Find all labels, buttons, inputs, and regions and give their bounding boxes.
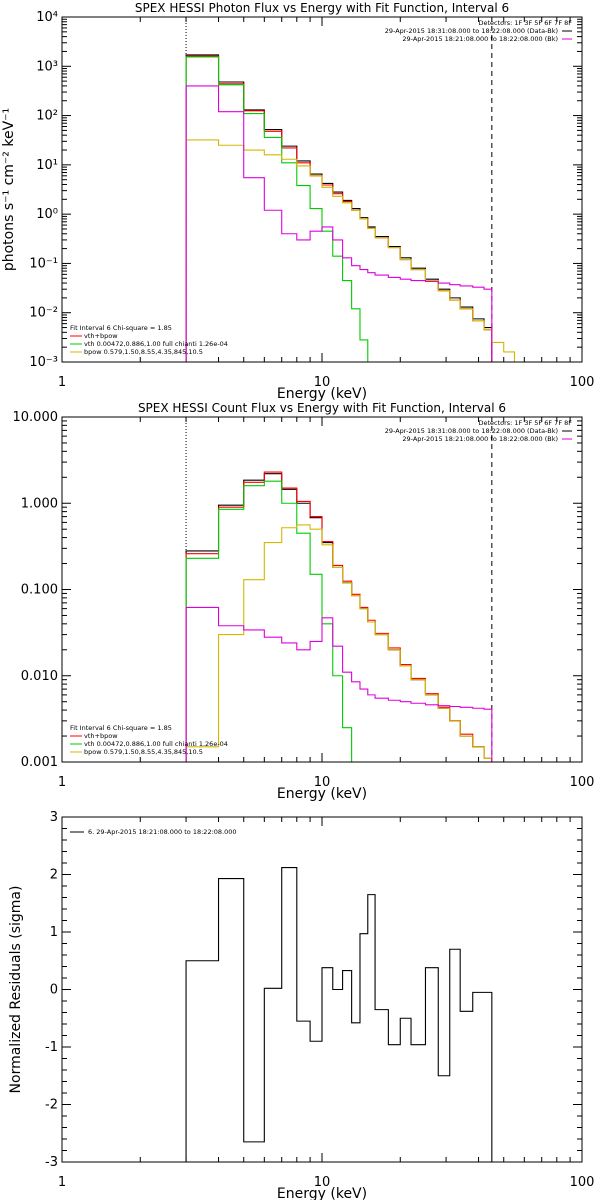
fit-legend-label: vth 0.00472,0.886,1.00 full chianti 1.26… bbox=[84, 740, 228, 748]
x-tick-label: 1 bbox=[58, 1175, 66, 1190]
axis-ticks bbox=[61, 816, 582, 1163]
series-line-vth bbox=[185, 480, 361, 762]
y-tick-label: 0.001 bbox=[21, 755, 58, 770]
chart-title: SPEX HESSI Count Flux vs Energy with Fit… bbox=[138, 401, 506, 415]
series-line-vth bbox=[185, 56, 376, 362]
y-axis-label: photons s⁻¹ cm⁻² keV⁻¹ bbox=[1, 108, 17, 271]
y-tick-label: -1 bbox=[45, 1040, 58, 1055]
series-line-model bbox=[185, 471, 493, 762]
y-tick-label: 10.000 bbox=[13, 410, 59, 425]
series-group bbox=[185, 471, 493, 762]
y-tick-label: 10⁰ bbox=[36, 207, 58, 222]
y-tick-label: 0.100 bbox=[21, 583, 58, 598]
legend-label: 29-Apr-2015 18:31:08.000 to 18:22:08.000… bbox=[385, 427, 558, 435]
series-line-residuals bbox=[185, 867, 493, 1162]
y-tick-label: -2 bbox=[45, 1098, 58, 1113]
x-tick-label: 1 bbox=[58, 775, 66, 790]
legend-label: 29-Apr-2015 18:31:08.000 to 18:22:08.000… bbox=[385, 27, 558, 35]
series-line-bpow bbox=[185, 139, 534, 362]
axis-ticks bbox=[61, 16, 582, 363]
x-tick-label: 1 bbox=[58, 375, 66, 390]
chart-panel-2: SPEX HESSI Count Flux vs Energy with Fit… bbox=[13, 401, 595, 802]
x-tick-label: 100 bbox=[570, 375, 595, 390]
series-line-bk bbox=[185, 606, 493, 762]
y-tick-label: 10³ bbox=[36, 59, 58, 74]
fit-legend-label: vth 0.00472,0.886,1.00 full chianti 1.26… bbox=[84, 340, 228, 348]
fit-legend-label: vth+bpow bbox=[84, 732, 118, 740]
y-tick-label: 2 bbox=[50, 868, 58, 883]
fit-legend-label: vth+bpow bbox=[84, 332, 118, 340]
series-line-total bbox=[185, 473, 493, 762]
x-axis-label: Energy (keV) bbox=[277, 386, 367, 402]
x-tick-label: 100 bbox=[570, 1175, 595, 1190]
y-tick-label: 3 bbox=[50, 810, 58, 825]
legend-header: Detectors: 1F 3F 5F 6F 7F 8F bbox=[478, 19, 572, 27]
legend-header: Detectors: 1F 3F 5F 6F 7F 8F bbox=[478, 419, 572, 427]
series-line-model bbox=[185, 55, 493, 362]
series-line-bk bbox=[185, 85, 493, 362]
fit-legend-label: bpow 0.579,1.50,8.55,4.35,845,10.5 bbox=[84, 748, 203, 756]
y-tick-label: 10⁻² bbox=[29, 306, 58, 321]
y-tick-label: 0 bbox=[50, 983, 58, 998]
plot-frame bbox=[61, 416, 583, 763]
x-tick-label: 10 bbox=[314, 1175, 331, 1190]
x-tick-label: 10 bbox=[314, 375, 331, 390]
y-tick-label: 1 bbox=[50, 925, 58, 940]
plot-frame bbox=[61, 16, 583, 363]
y-tick-label: 10¹ bbox=[36, 158, 58, 173]
legend-label: 6. 29-Apr-2015 18:21:08.000 to 18:22:08.… bbox=[88, 828, 237, 836]
y-tick-label: 10⁻¹ bbox=[29, 256, 58, 271]
series-line-bpow bbox=[185, 524, 493, 762]
y-tick-label: 10⁻³ bbox=[29, 355, 58, 370]
series-group bbox=[185, 867, 493, 1162]
series-line-total bbox=[185, 54, 493, 362]
chart-title: SPEX HESSI Photon Flux vs Energy with Fi… bbox=[135, 1, 509, 15]
y-tick-label: -3 bbox=[45, 1155, 58, 1170]
plot-frame bbox=[61, 816, 583, 1163]
chart-panel-1: SPEX HESSI Photon Flux vs Energy with Fi… bbox=[1, 1, 594, 402]
y-tick-label: 0.010 bbox=[21, 669, 58, 684]
fit-info-header: Fit Interval 6 Chi-square = 1.85 bbox=[70, 324, 172, 332]
fit-info-header: Fit Interval 6 Chi-square = 1.85 bbox=[70, 724, 172, 732]
y-tick-label: 10² bbox=[36, 109, 58, 124]
x-axis-label: Energy (keV) bbox=[277, 786, 367, 802]
y-tick-label: 1.000 bbox=[21, 496, 58, 511]
y-tick-label: 10⁴ bbox=[36, 10, 58, 25]
legend-label: 29-Apr-2015 18:21:08.000 to 18:22:08.000… bbox=[402, 435, 558, 443]
legend-label: 29-Apr-2015 18:21:08.000 to 18:22:08.000… bbox=[402, 35, 558, 43]
x-tick-label: 10 bbox=[314, 775, 331, 790]
y-axis-label: Normalized Residuals (sigma) bbox=[8, 886, 24, 1094]
fit-legend-label: bpow 0.579,1.50,8.55,4.35,845,10.5 bbox=[84, 348, 203, 356]
series-group bbox=[185, 54, 534, 362]
x-axis-label: Energy (keV) bbox=[277, 1186, 367, 1200]
x-tick-label: 100 bbox=[570, 775, 595, 790]
chart-panel-3: 1 10 100 -3 -2 -1 0 1 2 3 Energy (keV) Normalized R… bbox=[8, 810, 594, 1200]
